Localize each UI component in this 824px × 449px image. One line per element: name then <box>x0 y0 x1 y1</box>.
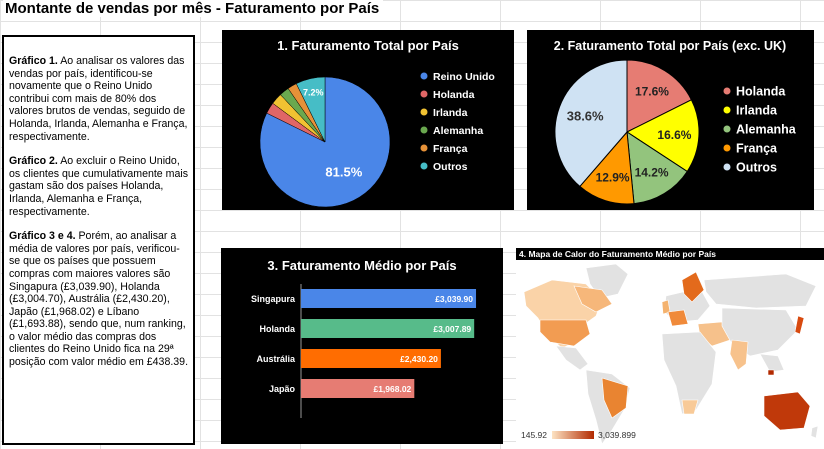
legend-marker <box>723 106 731 114</box>
slice-data-label: 81.5% <box>325 164 362 179</box>
analysis-notes: Gráfico 1. Ao analisar os valores das ve… <box>2 35 195 445</box>
chart-1-panel[interactable]: 1. Faturamento Total por País 81.5% Reino … <box>222 30 514 210</box>
legend-marker <box>420 72 428 80</box>
singapore-region <box>767 369 775 376</box>
legend-marker <box>420 126 428 134</box>
slice-data-label: 12.9% <box>596 170 630 184</box>
chart-3-panel[interactable]: 3. Faturamento Médio por País Singapura £3… <box>221 248 503 444</box>
legend-marker <box>723 125 731 133</box>
russia-region <box>703 273 817 309</box>
note-3: Gráfico 3 e 4. Porém, ao analisar a médi… <box>9 230 190 369</box>
legend-marker <box>420 90 428 98</box>
legend-label: Holanda <box>433 89 475 101</box>
legend-label: Irlanda <box>736 104 778 118</box>
chart-3-bar: 3. Faturamento Médio por País Singapura £3… <box>251 258 477 418</box>
pie-slice <box>625 99 700 173</box>
legend-marker <box>723 87 731 95</box>
category-label: Japão <box>269 384 296 394</box>
slice-data-label: 38.6% <box>567 108 604 123</box>
bar-data-label: £3,039.90 <box>435 294 473 304</box>
color-scale-bar <box>552 431 594 439</box>
usa-region <box>539 319 591 347</box>
bar-data-label: £1,968.02 <box>373 384 411 394</box>
legend-marker <box>420 162 428 170</box>
legend-label: França <box>736 142 778 156</box>
legend-marker <box>723 163 731 171</box>
chart-4-panel[interactable]: 4. Mapa de Calor do Faturamento Médio po… <box>516 248 824 449</box>
india-region <box>729 339 749 371</box>
note-3-heading: Gráfico 3 e 4. <box>9 230 76 243</box>
bar-data-label: £2,430.20 <box>400 354 438 364</box>
note-1: Gráfico 1. Ao analisar os valores das ve… <box>9 55 190 143</box>
legend-label: Holanda <box>736 85 786 99</box>
australia-region <box>763 391 811 431</box>
pie-slice <box>295 76 326 143</box>
legend-marker <box>420 108 428 116</box>
note-2-heading: Gráfico 2. <box>9 155 58 168</box>
new-zealand-region <box>810 425 819 439</box>
africa-region <box>661 331 717 415</box>
legend-label: França <box>433 143 468 155</box>
canada-east-region <box>573 285 613 313</box>
bar <box>301 319 475 338</box>
slice-data-label: 16.6% <box>657 128 691 142</box>
brazil-region <box>601 377 629 419</box>
chart-2-panel[interactable]: 2. Faturamento Total por País (exc. UK) 1… <box>527 30 814 210</box>
note-2: Gráfico 2. Ao excluir o Reino Unido, os … <box>9 155 190 218</box>
chart-title: 2. Faturamento Total por País (exc. UK) <box>554 39 786 53</box>
pie-slice <box>554 59 628 188</box>
legend-label: Outros <box>433 161 468 173</box>
slice-data-label: 14.2% <box>635 166 669 180</box>
scale-max-label: 3,039.899 <box>598 430 636 440</box>
legend-label: Alemanha <box>433 125 483 137</box>
slice-data-label: 7.2% <box>303 87 324 97</box>
mexico-central-region <box>555 345 589 371</box>
chart-1-pie: 1. Faturamento Total por País 81.5% Reino … <box>259 38 495 208</box>
legend-label: Reino Unido <box>433 71 495 83</box>
note-2-text: Ao excluir o Reino Unido, os clientes qu… <box>9 155 189 218</box>
category-label: Austrália <box>256 354 296 364</box>
southeast-asia-region <box>759 353 785 373</box>
chart-4-map: 145.92 3,039.899 <box>521 263 819 445</box>
bar <box>301 349 441 368</box>
chart-title: 3. Faturamento Médio por País <box>267 258 456 273</box>
south-africa-region <box>681 399 699 415</box>
note-1-text: Ao analisar os valores das vendas por pa… <box>9 55 188 143</box>
scandinavia-region <box>681 271 705 303</box>
slice-data-label: 17.6% <box>635 85 669 99</box>
chart-2-pie: 2. Faturamento Total por País (exc. UK) 1… <box>554 39 797 205</box>
scale-min-label: 145.92 <box>521 430 547 440</box>
bar-data-label: £3,007.89 <box>433 324 471 334</box>
note-1-heading: Gráfico 1. <box>9 55 58 67</box>
pie-slice <box>579 130 635 205</box>
page-title: Montante de vendas por mês - Faturamento… <box>3 0 384 17</box>
japan-region <box>794 315 805 335</box>
west-europe-region <box>667 309 689 327</box>
legend-marker <box>420 144 428 152</box>
chart-title: 1. Faturamento Total por País <box>277 38 459 53</box>
legend-label: Alemanha <box>736 123 797 137</box>
legend-label: Outros <box>736 161 777 175</box>
legend-marker <box>723 144 731 152</box>
chart-4-title: 4. Mapa de Calor do Faturamento Médio po… <box>516 248 824 260</box>
legend-label: Irlanda <box>433 107 468 119</box>
bar <box>301 379 415 398</box>
pie-slice <box>626 131 688 205</box>
category-label: Holanda <box>259 324 295 334</box>
pie-slice <box>626 59 693 133</box>
note-3-text: Porém, ao analisar a média de valores po… <box>9 230 189 369</box>
bar <box>301 289 477 308</box>
category-label: Singapura <box>251 294 296 304</box>
